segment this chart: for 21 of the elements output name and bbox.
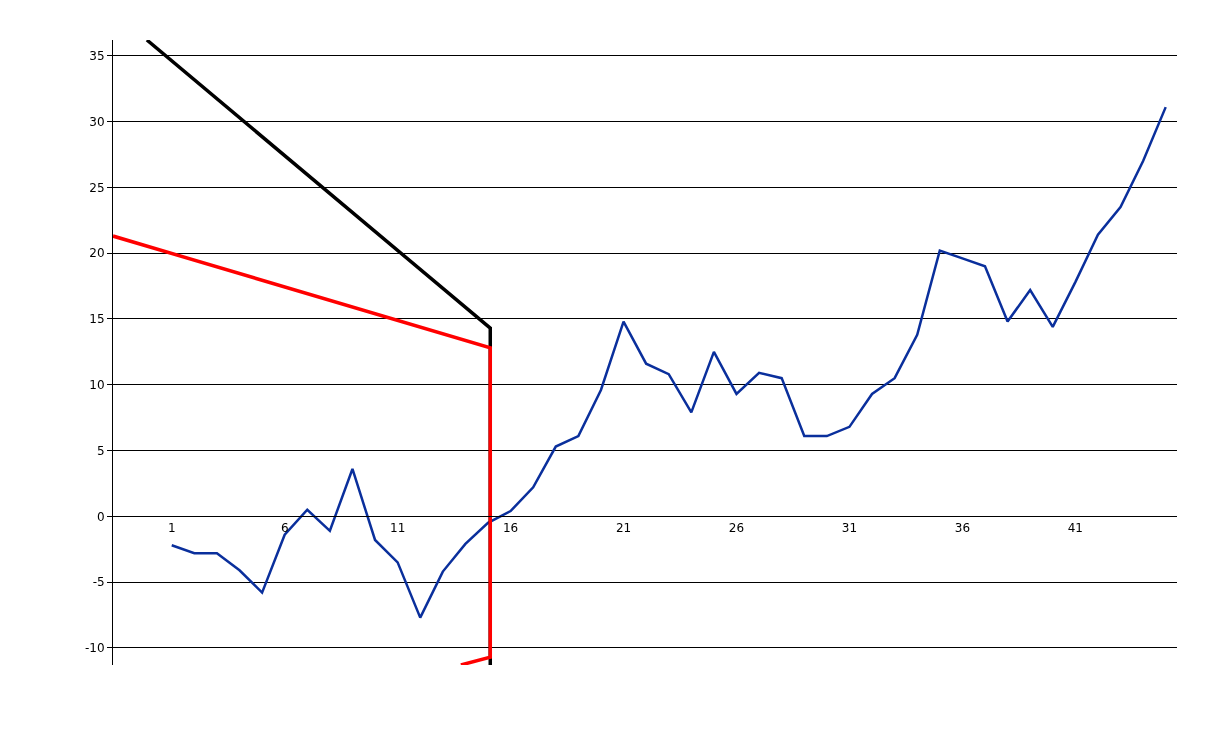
x-tick-label: 26	[728, 520, 745, 535]
x-tick-label: 31	[841, 520, 858, 535]
y-tick-label: 10	[89, 377, 105, 392]
y-tick-label: -10	[84, 641, 105, 656]
y-tick-label: -5	[92, 575, 105, 590]
x-tick-label: 1	[167, 520, 176, 535]
x-tick-label: 36	[954, 520, 971, 535]
y-tick-label: 0	[96, 509, 105, 524]
line-series	[170, 105, 1167, 619]
line-series	[113, 234, 493, 665]
y-tick-label: 30	[89, 114, 105, 129]
y-tick-label: 5	[96, 443, 105, 458]
y-tick-label: 35	[89, 48, 105, 63]
x-tick-label: 11	[390, 520, 406, 535]
y-tick-label: 25	[89, 180, 105, 195]
x-tick-label: 21	[615, 520, 632, 535]
y-tick-label: 15	[89, 312, 105, 327]
x-tick-label: 6	[280, 520, 289, 535]
x-tick-label: 16	[502, 520, 519, 535]
x-tick-label: 41	[1067, 520, 1083, 535]
y-tick-label: 20	[89, 246, 105, 261]
